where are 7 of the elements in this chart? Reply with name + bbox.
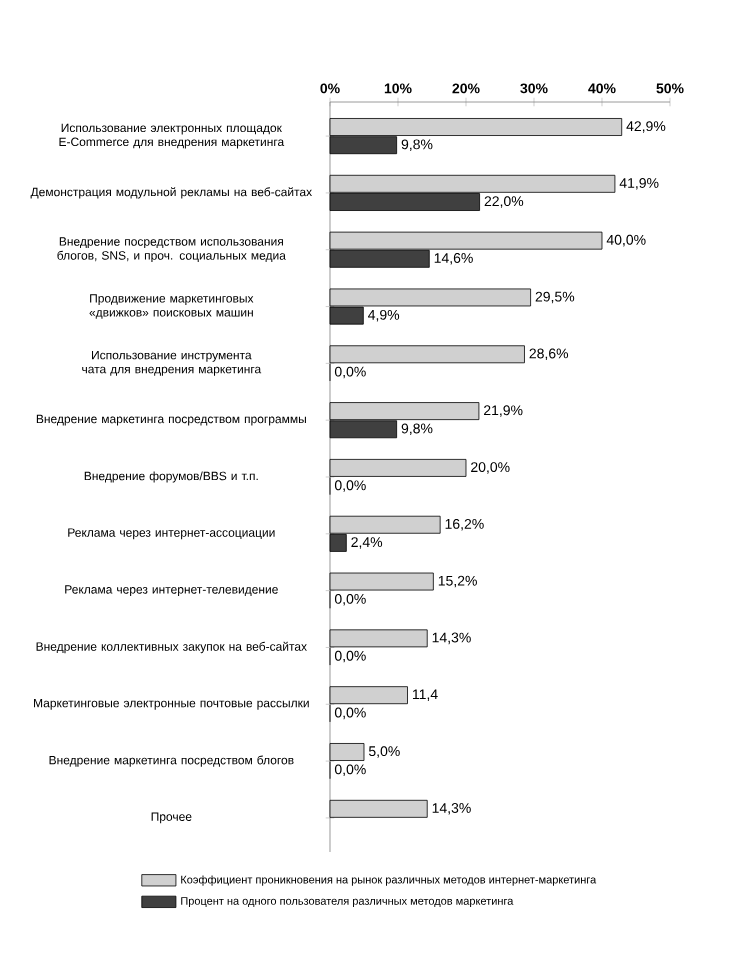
bar <box>329 686 408 705</box>
bar <box>329 572 434 591</box>
bar <box>329 345 525 364</box>
bar <box>329 799 428 818</box>
bar <box>329 458 467 477</box>
bar <box>329 629 428 648</box>
bar <box>329 743 365 761</box>
